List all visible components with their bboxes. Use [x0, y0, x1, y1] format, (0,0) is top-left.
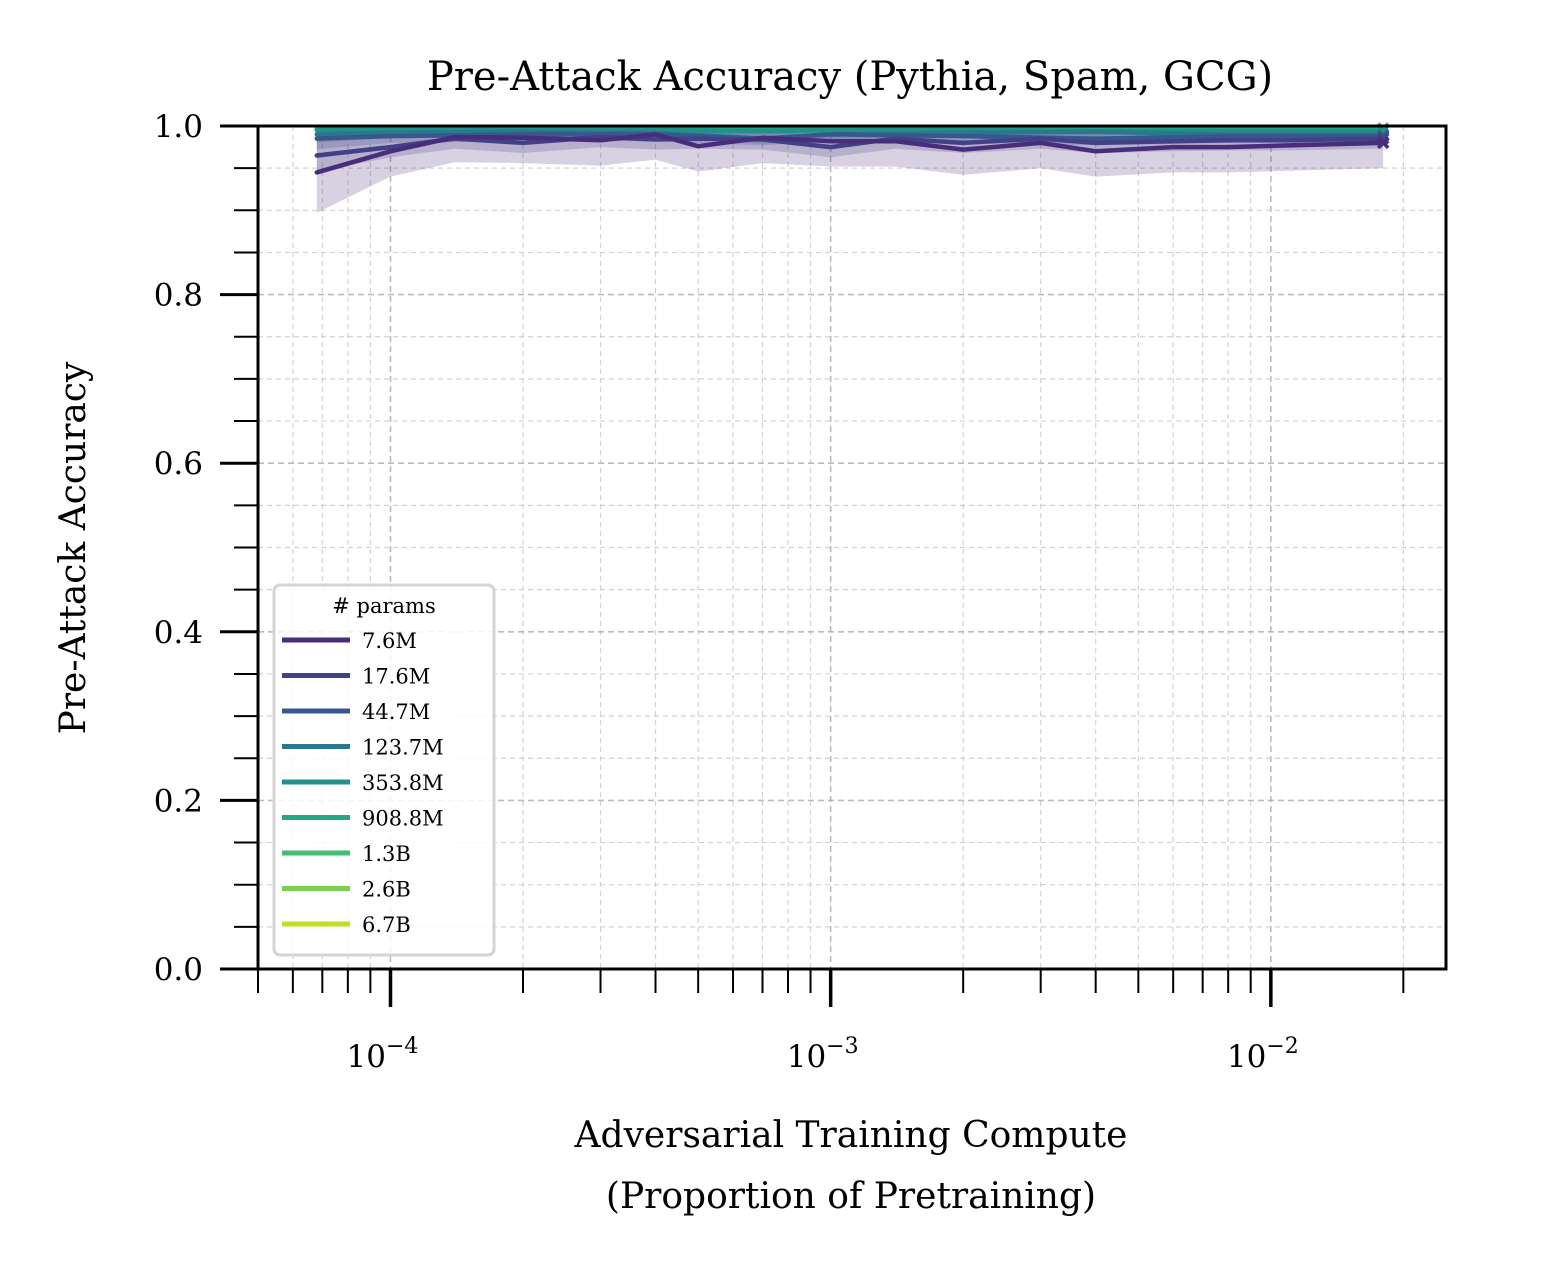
legend-label-908.8M: 908.8M	[362, 807, 444, 831]
x-axis-label-line1: Adversarial Training Compute	[574, 1115, 1128, 1156]
legend: # params 7.6M 17.6M 44.7M 123.7M 353.8M 908.8M…	[272, 583, 496, 957]
legend-label-353.8M: 353.8M	[362, 771, 444, 795]
axes: 0.00.20.40.60.81.010−4 10−3 10−2	[154, 109, 1448, 1075]
series-line-7.6M	[314, 132, 1386, 175]
series-line-17.6M	[314, 134, 1386, 158]
legend-label-6.7B: 6.7B	[362, 913, 411, 937]
y-tick-label: 1.0	[154, 109, 203, 145]
x-tick-label: 10−3	[787, 1034, 859, 1075]
series-band-7.6M	[316, 126, 1384, 213]
legend-title: # params	[332, 594, 435, 618]
y-tick-label: 0.0	[154, 952, 203, 988]
x-tick-exponent: −4	[386, 1034, 418, 1059]
chart-title: Pre-Attack Accuracy (Pythia, Spam, GCG)	[427, 54, 1273, 100]
y-tick-label: 0.8	[154, 278, 203, 314]
series-layer	[314, 122, 1390, 213]
y-tick-label: 0.4	[154, 615, 203, 651]
y-tick-label: 0.6	[154, 446, 203, 482]
legend-label-123.7M: 123.7M	[362, 736, 444, 760]
legend-label-17.6M: 17.6M	[362, 665, 430, 689]
y-tick-label: 0.2	[154, 783, 203, 819]
legend-label-2.6B: 2.6B	[362, 878, 411, 902]
series-end-marker-7.6M	[1376, 136, 1390, 150]
x-axis-label-line2: (Proportion of Pretraining)	[606, 1176, 1096, 1217]
legend-label-1.3B: 1.3B	[362, 842, 411, 866]
legend-label-44.7M: 44.7M	[362, 700, 430, 724]
x-tick-exponent: −2	[1266, 1034, 1298, 1059]
x-tick-exponent: −3	[826, 1034, 858, 1059]
legend-label-7.6M: 7.6M	[362, 629, 417, 653]
y-axis-label: Pre-Attack Accuracy	[53, 361, 94, 734]
